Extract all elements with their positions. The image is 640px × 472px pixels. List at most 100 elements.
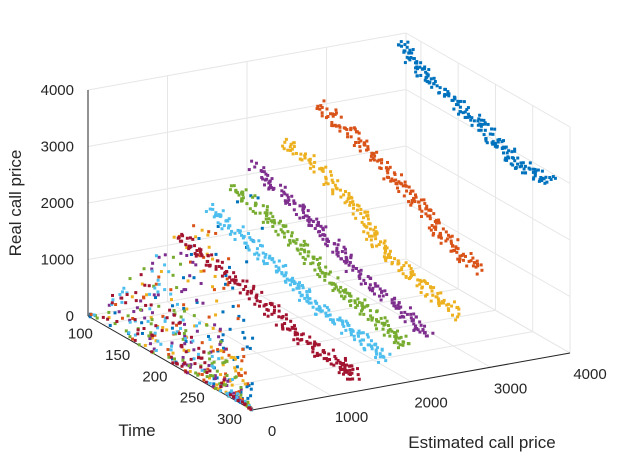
data-point (187, 364, 191, 368)
data-point (324, 265, 328, 269)
data-point (432, 225, 436, 229)
data-point (313, 160, 317, 164)
data-point (217, 265, 221, 269)
data-point (223, 272, 227, 276)
data-point (476, 123, 480, 127)
data-point (382, 177, 386, 181)
data-point (171, 351, 175, 355)
data-point (311, 261, 315, 265)
data-point (396, 329, 400, 333)
data-point (394, 181, 398, 185)
data-point (338, 318, 342, 322)
data-point (211, 285, 215, 289)
data-point (407, 51, 411, 55)
data-point (374, 237, 378, 241)
data-point (240, 197, 244, 201)
data-point (371, 286, 375, 290)
data-point (214, 213, 218, 217)
data-point (272, 218, 276, 222)
data-point (139, 299, 143, 303)
data-point (235, 200, 239, 204)
data-point (125, 291, 129, 295)
y-axis-label: Time (118, 421, 155, 440)
data-point (236, 228, 240, 232)
data-point (419, 215, 423, 219)
data-point (383, 246, 387, 250)
data-point (184, 288, 188, 292)
data-point (388, 334, 392, 338)
data-point (342, 367, 346, 371)
data-point (181, 276, 185, 280)
data-point (220, 274, 224, 278)
data-point (264, 252, 268, 256)
data-point (179, 315, 183, 319)
data-point (227, 353, 231, 357)
data-point (300, 333, 304, 337)
data-point (540, 169, 544, 173)
data-point (152, 347, 156, 351)
data-point (343, 363, 347, 367)
data-point (305, 214, 309, 218)
data-point (447, 308, 451, 312)
data-point (266, 173, 270, 177)
x-axis-line (251, 352, 571, 411)
data-point (356, 331, 360, 335)
data-point (218, 329, 222, 333)
data-point (243, 241, 247, 245)
data-point (195, 298, 199, 302)
data-point (368, 343, 372, 347)
data-point (321, 233, 325, 237)
data-point (412, 312, 416, 316)
data-point (342, 324, 346, 328)
data-point (483, 128, 487, 132)
data-point (326, 115, 330, 119)
data-point (283, 273, 287, 277)
data-point (320, 105, 324, 109)
data-point (209, 345, 213, 349)
data-point (239, 374, 243, 378)
data-point (322, 349, 326, 353)
data-point (316, 353, 320, 357)
data-point (213, 323, 217, 327)
data-point (252, 284, 256, 288)
series-4 (107, 159, 435, 412)
data-point (411, 318, 415, 322)
data-point (110, 303, 114, 307)
data-point (264, 172, 268, 176)
data-point (245, 385, 249, 389)
data-point (185, 307, 189, 311)
data-point (212, 382, 216, 386)
data-point (221, 333, 225, 337)
data-point (251, 287, 255, 291)
y-tick-label: 100 (68, 326, 93, 343)
data-point (318, 266, 322, 270)
data-point (238, 283, 242, 287)
data-point (195, 249, 199, 253)
data-point (189, 252, 193, 256)
data-point (120, 316, 124, 320)
data-point (298, 216, 302, 220)
data-point (382, 241, 386, 245)
data-point (239, 385, 243, 389)
data-point (357, 329, 361, 333)
data-point (182, 288, 186, 292)
data-point (288, 145, 292, 149)
data-point (183, 361, 187, 365)
data-point (288, 238, 292, 242)
data-point (306, 218, 310, 222)
data-point (424, 76, 428, 80)
data-point (196, 356, 200, 360)
data-point (274, 323, 278, 327)
data-point (312, 170, 316, 174)
data-point (385, 319, 389, 323)
data-point (377, 294, 381, 298)
data-point (150, 269, 154, 273)
data-point (476, 264, 480, 268)
data-point (228, 224, 232, 228)
data-point (363, 348, 367, 352)
data-point (277, 304, 281, 308)
data-point (172, 235, 176, 239)
data-point (224, 383, 228, 387)
data-point (404, 274, 408, 278)
data-point (330, 121, 334, 125)
